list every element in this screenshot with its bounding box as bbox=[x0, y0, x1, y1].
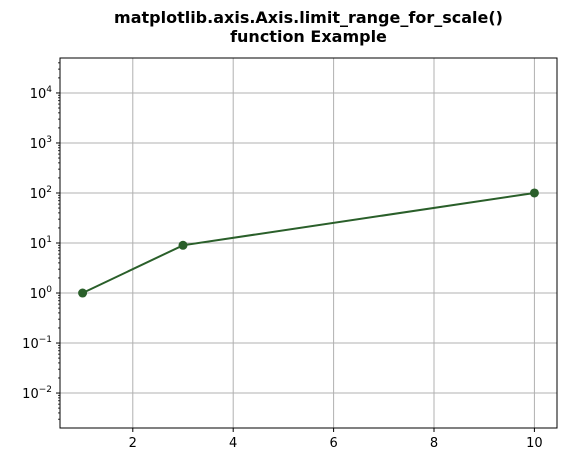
chart-title-line-1: matplotlib.axis.Axis.limit_range_for_sca… bbox=[114, 8, 503, 27]
data-point bbox=[529, 188, 539, 198]
x-tick-label: 8 bbox=[430, 436, 438, 451]
y-tick-label: 104 bbox=[30, 85, 53, 102]
data-point bbox=[78, 288, 88, 298]
y-tick-label: 103 bbox=[30, 135, 52, 152]
x-tick-label: 10 bbox=[526, 436, 543, 451]
x-tick-label: 4 bbox=[229, 436, 237, 451]
y-tick-label: 10−1 bbox=[22, 335, 52, 352]
y-tick-label: 10−2 bbox=[22, 385, 52, 402]
data-point bbox=[178, 240, 188, 250]
y-tick-label: 102 bbox=[30, 185, 52, 202]
chart-title-line-2: function Example bbox=[230, 27, 387, 46]
y-tick-label: 100 bbox=[30, 285, 53, 302]
x-tick-label: 2 bbox=[129, 436, 137, 451]
x-tick-label: 6 bbox=[329, 436, 337, 451]
chart-title: matplotlib.axis.Axis.limit_range_for_sca… bbox=[60, 8, 557, 46]
y-tick-label: 101 bbox=[30, 235, 52, 252]
